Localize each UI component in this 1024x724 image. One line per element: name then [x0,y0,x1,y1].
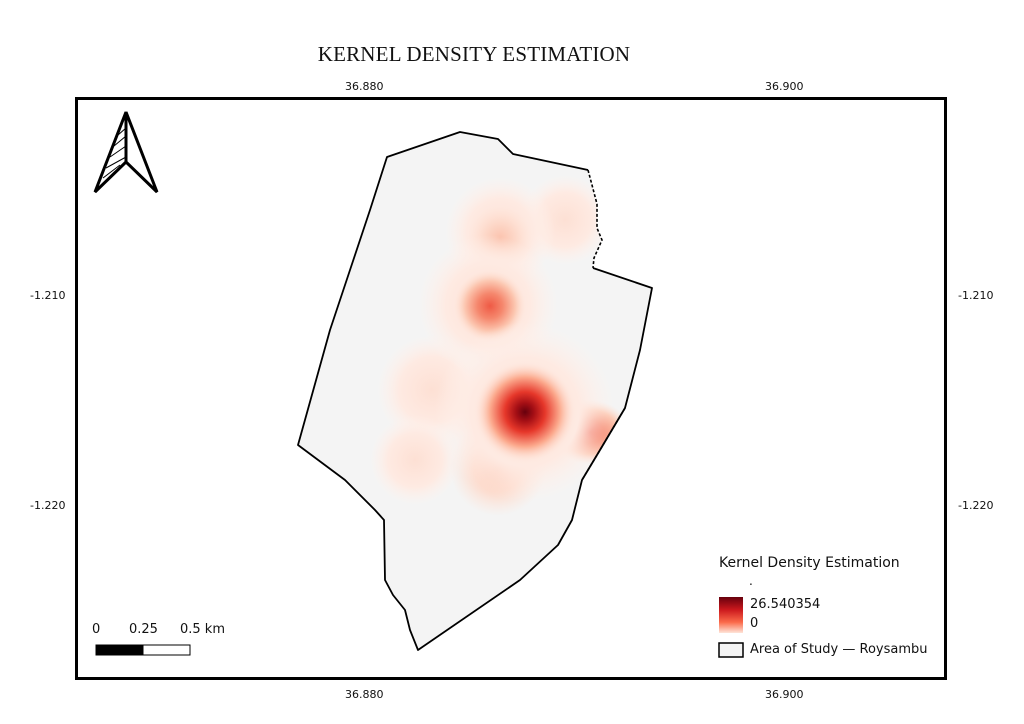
legend-area-swatch [718,642,744,658]
kernel-density-surface [370,175,630,516]
scale-label-mid: 0.25 [129,622,158,637]
grid-label-top-right: 36.900 [765,80,804,93]
grid-label-left-lower: -1.220 [30,499,66,512]
scale-label-zero: 0 [92,622,101,637]
scale-bar [95,644,191,656]
north-arrow-icon [93,111,159,194]
legend-density-ramp [719,597,743,633]
study-area-outline [297,131,653,651]
density-blob-hotspot [475,362,575,462]
grid-label-bottom-right: 36.900 [765,688,804,701]
legend-area-label: Area of Study — Roysambu [750,642,928,657]
legend-title: Kernel Density Estimation [719,555,900,571]
legend-max-label: 26.540354 [750,597,821,612]
grid-label-top-left: 36.880 [345,80,384,93]
grid-label-right-lower: -1.220 [958,499,994,512]
map-canvas[interactable] [78,100,944,677]
legend-subtitle: . [749,574,753,588]
legend-min-label: 0 [750,616,759,631]
grid-label-right-upper: -1.210 [958,289,994,302]
map-frame[interactable] [75,97,947,680]
map-title: KERNEL DENSITY ESTIMATION [317,42,631,66]
density-blob-southwest [370,415,460,505]
grid-label-bottom-left: 36.880 [345,688,384,701]
grid-label-left-upper: -1.210 [30,289,66,302]
scale-label-end: 0.5 km [180,622,225,637]
study-area-boundary-dashed-east [581,407,626,481]
study-area-boundary-dashed-north [587,169,603,269]
